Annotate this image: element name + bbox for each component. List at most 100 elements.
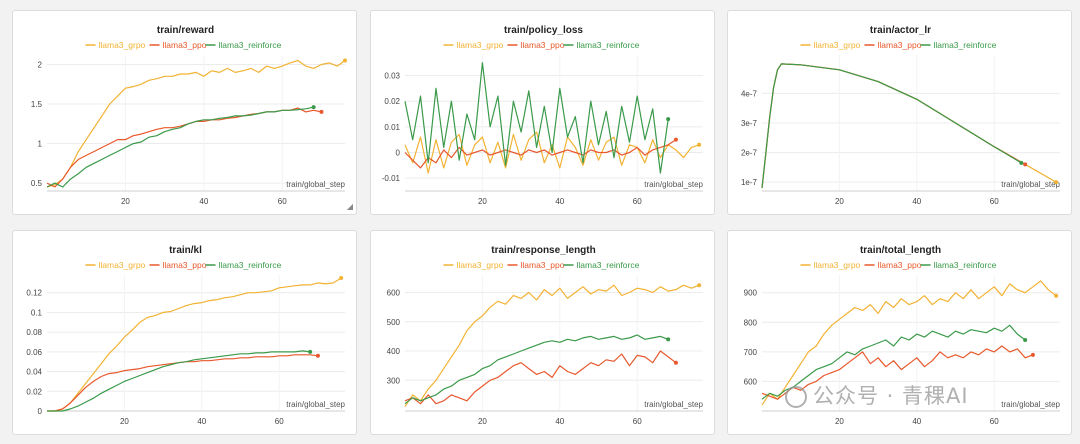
chart-total-length: train/total_length llama3_grpo llama3_ppo l… [744, 245, 1061, 426]
panel-policy-loss[interactable]: train/policy_loss llama3_grpo llama3_ppo ll… [370, 10, 715, 215]
x-tick-label: 60 [278, 197, 287, 206]
series-line-llama3_reinforce[interactable] [404, 62, 669, 174]
series-line-llama3_grpo[interactable] [47, 277, 342, 412]
legend-label: llama3_reinforce [577, 260, 640, 270]
legend-label: llama3_grpo [814, 260, 861, 270]
series-line-llama3_grpo[interactable] [46, 59, 346, 188]
series-line-llama3_grpo[interactable] [404, 284, 700, 407]
y-tick-label: 0.02 [26, 387, 42, 396]
series-end-point [666, 337, 671, 342]
legend-label: llama3_grpo [814, 40, 861, 50]
y-tick-label: 4e-7 [741, 89, 758, 98]
x-tick-label: 40 [197, 417, 206, 426]
legend-item-llama3_ppo[interactable]: llama3_ppo [864, 40, 922, 50]
series-line-llama3_reinforce[interactable] [404, 334, 669, 405]
x-tick-label: 60 [990, 417, 999, 426]
legend-label: llama3_reinforce [934, 260, 997, 270]
series-line-llama3_ppo[interactable] [404, 139, 677, 169]
series-end-point [666, 117, 671, 122]
series-line-llama3_ppo[interactable] [46, 107, 322, 188]
panel-response-length[interactable]: train/response_length llama3_grpo llama3_p… [370, 230, 715, 435]
y-tick-label: 600 [744, 377, 758, 386]
y-tick-label: 500 [387, 318, 401, 327]
legend-item-llama3_ppo[interactable]: llama3_ppo [507, 260, 565, 270]
series-line-llama3_grpo[interactable] [761, 63, 1057, 189]
series-line-llama3_ppo[interactable] [761, 63, 1026, 189]
series-end-point [315, 353, 320, 358]
legend-item-llama3_reinforce[interactable]: llama3_reinforce [563, 40, 640, 50]
y-tick-label: 0 [38, 407, 43, 416]
resize-handle-icon[interactable]: ◢ [346, 202, 353, 211]
y-tick-label: 0.5 [31, 179, 43, 188]
legend-label: llama3_reinforce [577, 40, 640, 50]
legend-item-llama3_grpo[interactable]: llama3_grpo [85, 260, 146, 270]
legend-label: llama3_grpo [99, 260, 146, 270]
legend-item-llama3_reinforce[interactable]: llama3_reinforce [205, 260, 282, 270]
legend-item-llama3_ppo[interactable]: llama3_ppo [149, 260, 207, 270]
series-line-llama3_grpo[interactable] [404, 131, 700, 174]
legend-item-llama3_grpo[interactable]: llama3_grpo [85, 40, 146, 50]
x-axis-label: train/global_step [286, 400, 345, 409]
series-end-point [673, 137, 678, 142]
series-line-llama3_ppo[interactable] [761, 345, 1034, 400]
series-end-point [697, 283, 702, 288]
legend-item-llama3_ppo[interactable]: llama3_ppo [149, 40, 207, 50]
chart-title: train/policy_loss [504, 25, 583, 36]
legend-item-llama3_grpo[interactable]: llama3_grpo [800, 40, 861, 50]
legend-item-llama3_ppo[interactable]: llama3_ppo [864, 260, 922, 270]
x-tick-label: 40 [199, 197, 208, 206]
legend-item-llama3_grpo[interactable]: llama3_grpo [800, 260, 861, 270]
y-tick-label: 0.06 [26, 348, 42, 357]
legend-label: llama3_reinforce [219, 260, 282, 270]
chart-kl: train/kl llama3_grpo llama3_ppo llama3_rein… [26, 245, 345, 426]
panel-reward[interactable]: train/reward llama3_grpo llama3_ppo llama3_… [12, 10, 357, 215]
series-line-llama3_reinforce[interactable] [46, 106, 314, 188]
y-tick-label: 2e-7 [741, 149, 758, 158]
y-tick-label: 0.01 [384, 123, 400, 132]
series-end-point [1023, 162, 1028, 167]
series-line-llama3_ppo[interactable] [404, 350, 677, 405]
series-line-llama3_reinforce[interactable] [761, 63, 1022, 189]
legend-label: llama3_grpo [457, 40, 504, 50]
legend-item-llama3_grpo[interactable]: llama3_grpo [443, 40, 504, 50]
panel-kl[interactable]: train/kl llama3_grpo llama3_ppo llama3_rein… [12, 230, 357, 435]
chart-title: train/total_length [860, 245, 941, 256]
panel-actor-lr[interactable]: train/actor_lr llama3_grpo llama3_ppo llama… [727, 10, 1072, 215]
panel-total-length[interactable]: train/total_length llama3_grpo llama3_ppo l… [727, 230, 1072, 435]
x-tick-label: 20 [120, 417, 129, 426]
y-tick-label: 0.08 [26, 328, 42, 337]
wechat-logo-icon [785, 386, 807, 408]
series-end-point [1054, 180, 1059, 185]
y-tick-label: -0.01 [382, 174, 401, 183]
series-end-point [1023, 338, 1028, 343]
chart-actor-lr: train/actor_lr llama3_grpo llama3_ppo llama… [741, 25, 1061, 206]
chart-title: train/response_length [491, 245, 595, 256]
series-line-llama3_reinforce[interactable] [761, 324, 1026, 400]
legend-label: llama3_ppo [878, 40, 922, 50]
legend-label: llama3_ppo [163, 40, 207, 50]
legend-item-llama3_reinforce[interactable]: llama3_reinforce [920, 40, 997, 50]
legend-item-llama3_reinforce[interactable]: llama3_reinforce [205, 40, 282, 50]
chart-response-length: train/response_length llama3_grpo llama3_p… [387, 245, 704, 426]
legend-item-llama3_ppo[interactable]: llama3_ppo [507, 40, 565, 50]
series-end-point [319, 109, 324, 114]
legend-label: llama3_grpo [99, 40, 146, 50]
y-tick-label: 600 [387, 289, 401, 298]
y-tick-label: 0.1 [31, 308, 43, 317]
legend-item-llama3_grpo[interactable]: llama3_grpo [443, 260, 504, 270]
series-end-point [697, 142, 702, 147]
y-tick-label: 0 [396, 149, 401, 158]
series-line-llama3_reinforce[interactable] [47, 350, 311, 412]
series-line-llama3_ppo[interactable] [47, 354, 318, 412]
x-axis-label: train/global_step [644, 180, 703, 189]
y-tick-label: 700 [744, 348, 758, 357]
y-tick-label: 0.12 [26, 289, 42, 298]
legend-label: llama3_grpo [457, 260, 504, 270]
series-line-llama3_grpo[interactable] [761, 280, 1057, 406]
legend-item-llama3_reinforce[interactable]: llama3_reinforce [920, 260, 997, 270]
y-tick-label: 1 [38, 140, 43, 149]
series-end-point [673, 360, 678, 365]
legend-item-llama3_reinforce[interactable]: llama3_reinforce [563, 260, 640, 270]
watermark-text: 公众号 · 青稞AI [813, 384, 969, 408]
